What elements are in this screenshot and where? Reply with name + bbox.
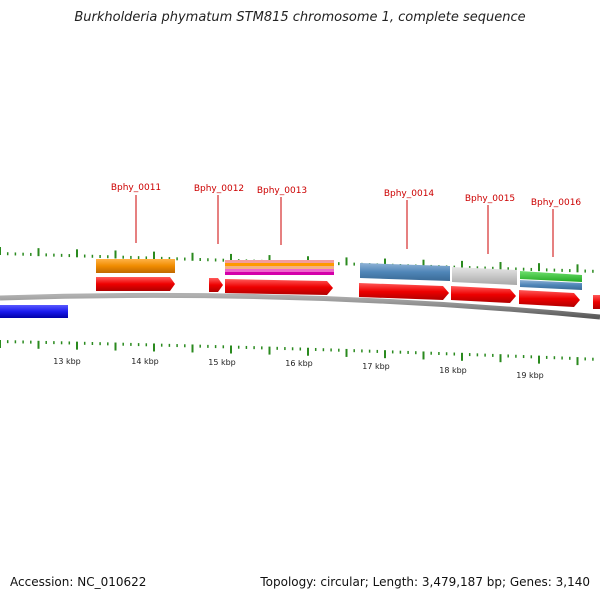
- feature-bar-multicolor: [225, 260, 334, 275]
- cds-arrow-bphy-0011[interactable]: [96, 277, 175, 291]
- feature-bar-steelblue: [360, 263, 450, 281]
- cds-arrow-bphy-0014[interactable]: [359, 283, 449, 300]
- chromosome-backbone: [0, 292, 600, 320]
- scale-label: 15 kbp: [208, 358, 236, 367]
- accession-text: Accession: NC_010622: [10, 575, 147, 589]
- scale-label: 18 kbp: [439, 366, 467, 375]
- gene-label[interactable]: Bphy_0016: [531, 198, 582, 208]
- feature-bar-orange: [96, 259, 175, 273]
- feature-bar-green-steel: [520, 271, 582, 290]
- gene-label[interactable]: Bphy_0014: [384, 189, 435, 199]
- gene-label-leaders: [135, 195, 554, 257]
- scale-label: 17 kbp: [362, 362, 390, 371]
- scale-label: 14 kbp: [131, 357, 159, 366]
- scale-label: 13 kbp: [53, 357, 81, 366]
- gene-label[interactable]: Bphy_0011: [111, 183, 161, 193]
- cds-arrow-bphy-0015[interactable]: [451, 286, 516, 303]
- scale-label: 19 kbp: [516, 371, 544, 380]
- reverse-feature-blue: [0, 305, 68, 318]
- topology-text: Topology: circular; Length: 3,479,187 bp…: [260, 575, 590, 589]
- scale-label: 16 kbp: [285, 359, 313, 368]
- gene-label[interactable]: Bphy_0013: [257, 186, 307, 196]
- feature-bar-gray: [452, 267, 517, 285]
- gene-label[interactable]: Bphy_0012: [194, 184, 244, 194]
- cds-arrow-partial[interactable]: [593, 295, 600, 309]
- inner-tick-ring: [0, 340, 594, 366]
- cds-arrow-bphy-0012[interactable]: [209, 278, 223, 292]
- gene-label[interactable]: Bphy_0015: [465, 194, 515, 204]
- map-title: Burkholderia phymatum STM815 chromosome …: [74, 10, 526, 25]
- cds-arrow-bphy-0013[interactable]: [225, 279, 333, 295]
- cds-arrow-bphy-0016[interactable]: [519, 290, 580, 307]
